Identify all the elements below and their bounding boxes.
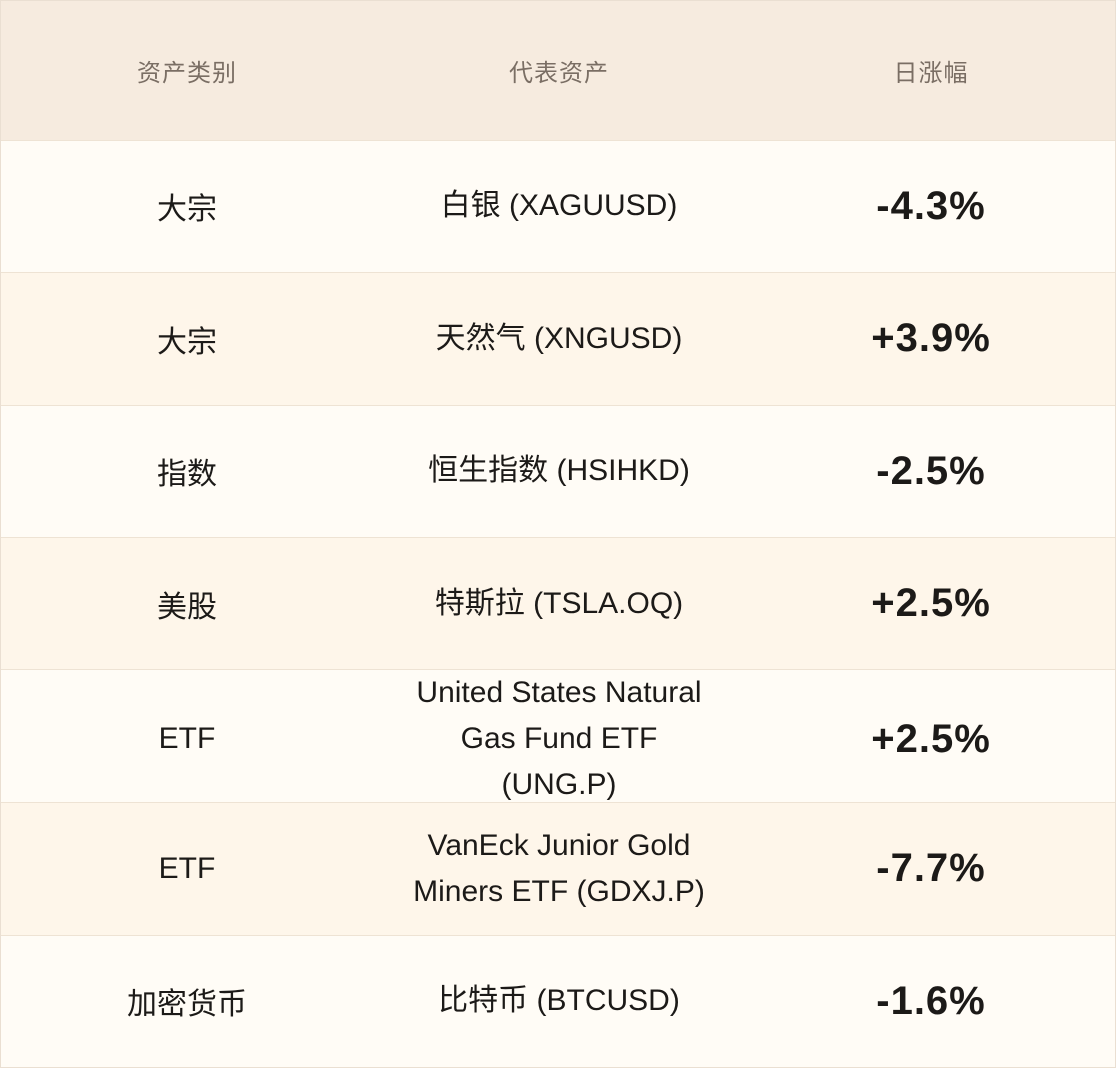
asset-cell: 特斯拉 (TSLA.OQ) — [434, 586, 684, 620]
asset-cell: 天然气 (XNGUSD) — [435, 321, 683, 355]
table-row: 指数 恒生指数 (HSIHKD) -2.5% — [1, 404, 1115, 538]
asset-cell: 比特币 (BTCUSD) — [438, 984, 680, 1018]
category-cell: 大宗 — [157, 325, 217, 359]
table-row: 美股 特斯拉 (TSLA.OQ) +2.5% — [1, 537, 1115, 670]
table-row: 大宗 天然气 (XNGUSD) +3.9% — [1, 272, 1115, 405]
change-cell: -4.3% — [876, 183, 986, 228]
table-row: 加密货币 比特币 (BTCUSD) -1.6% — [1, 934, 1115, 1068]
change-cell: -2.5% — [876, 448, 986, 493]
category-cell: 美股 — [157, 590, 217, 624]
header-change: 日涨幅 — [893, 59, 969, 87]
table-row: ETF VanEck Junior Gold Miners ETF (GDXJ.… — [1, 802, 1115, 935]
table-row: 大宗 白银 (XAGUUSD) -4.3% — [1, 139, 1115, 273]
header-category: 资产类别 — [137, 59, 237, 87]
asset-cell: 恒生指数 (HSIHKD) — [428, 454, 690, 488]
table-row: ETF United States Natural Gas Fund ETF (… — [1, 669, 1115, 803]
change-cell: +2.5% — [871, 581, 991, 626]
change-cell: -7.7% — [876, 846, 986, 891]
change-cell: +3.9% — [871, 316, 991, 361]
asset-cell: VanEck Junior Gold Miners ETF (GDXJ.P) — [413, 828, 705, 908]
category-cell: 加密货币 — [127, 988, 247, 1022]
asset-cell: United States Natural Gas Fund ETF (UNG.… — [416, 676, 702, 802]
change-cell: +2.5% — [871, 716, 991, 761]
category-cell: 指数 — [157, 458, 217, 492]
header-asset: 代表资产 — [509, 59, 609, 87]
category-cell: ETF — [158, 722, 216, 756]
change-cell: -1.6% — [876, 978, 986, 1023]
category-cell: 大宗 — [157, 193, 217, 227]
category-cell: ETF — [158, 851, 216, 885]
asset-cell: 白银 (XAGUUSD) — [440, 189, 678, 223]
table-header-row: 资产类别 代表资产 日涨幅 — [1, 1, 1115, 140]
